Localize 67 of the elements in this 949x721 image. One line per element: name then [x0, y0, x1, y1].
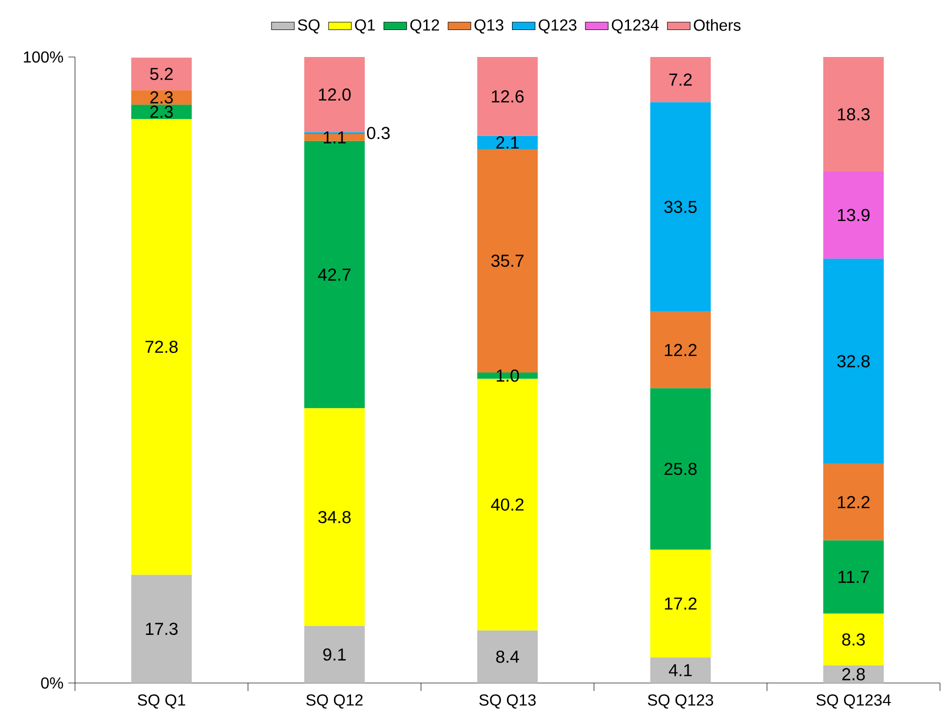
x-tick-label: SQ Q1234: [816, 694, 891, 709]
x-tick-label: SQ Q12: [306, 694, 363, 709]
y-tick-label: 0%: [41, 677, 64, 689]
bar: [650, 388, 711, 550]
bar: [823, 258, 884, 464]
data-label: 35.7: [491, 254, 524, 267]
data-label: 2.3: [150, 106, 173, 118]
data-label: 32.8: [837, 355, 870, 368]
legend-label: Q12: [410, 19, 440, 34]
data-label: 12.2: [664, 344, 696, 356]
x-tick-label: SQ Q13: [479, 694, 536, 709]
legend-label: Others: [694, 19, 741, 31]
bar: [131, 104, 192, 119]
legend-label: Q13: [474, 19, 504, 34]
bar: [477, 56, 538, 136]
data-label: 2.8: [842, 668, 865, 680]
legend-label: SQ: [298, 19, 320, 34]
data-label: 42.7: [318, 268, 350, 281]
y-tick-label: 100%: [24, 51, 64, 63]
data-label: 17.2: [664, 597, 696, 610]
data-label: 11.7: [838, 570, 869, 583]
data-label: 2.3: [150, 91, 173, 104]
data-label: 2.1: [496, 136, 519, 148]
data-label: 25.8: [664, 462, 697, 476]
data-label: 9.1: [323, 648, 346, 661]
data-label: 12.2: [838, 496, 870, 508]
bar: [650, 657, 711, 683]
bar: [823, 614, 884, 666]
bar: [131, 118, 192, 575]
data-label: 8.4: [496, 650, 520, 663]
data-label: 13.9: [838, 208, 870, 222]
bar: [823, 56, 884, 172]
bar: [477, 630, 538, 683]
bar: [477, 136, 538, 150]
data-label: 18.3: [838, 108, 870, 120]
data-label: 5.2: [150, 68, 173, 80]
data-label: 72.8: [146, 340, 178, 353]
x-tick-label: SQ Q1: [138, 694, 186, 709]
data-label: 1.1: [324, 131, 346, 144]
bar: [823, 464, 884, 540]
data-label: 17.3: [146, 622, 178, 635]
data-label: 12.6: [492, 90, 524, 103]
bar: [823, 172, 884, 259]
bar: [304, 408, 365, 626]
bar: [650, 550, 711, 658]
data-label: 12.0: [318, 88, 351, 101]
bar: [304, 56, 365, 132]
data-label: 8.3: [842, 633, 865, 646]
legend-label: Q123: [538, 19, 576, 34]
data-label: 33.5: [664, 200, 697, 214]
bar: [823, 665, 884, 683]
data-label: 4.1: [668, 664, 692, 676]
legend-label: Q1234: [612, 19, 659, 34]
bar: [131, 90, 192, 105]
bar: [650, 312, 711, 388]
x-tick-label: SQ Q123: [648, 694, 714, 709]
bar: [823, 540, 884, 614]
bar: [650, 56, 711, 102]
bar: [131, 574, 192, 683]
data-label: 0.3: [367, 126, 390, 140]
data-label: 7.2: [669, 73, 692, 86]
bar: [650, 102, 711, 312]
data-label: 40.2: [491, 498, 524, 511]
legend-label: Q1: [355, 19, 375, 34]
bar: [304, 626, 365, 683]
bar: [131, 58, 192, 90]
data-label: 34.8: [318, 510, 351, 524]
